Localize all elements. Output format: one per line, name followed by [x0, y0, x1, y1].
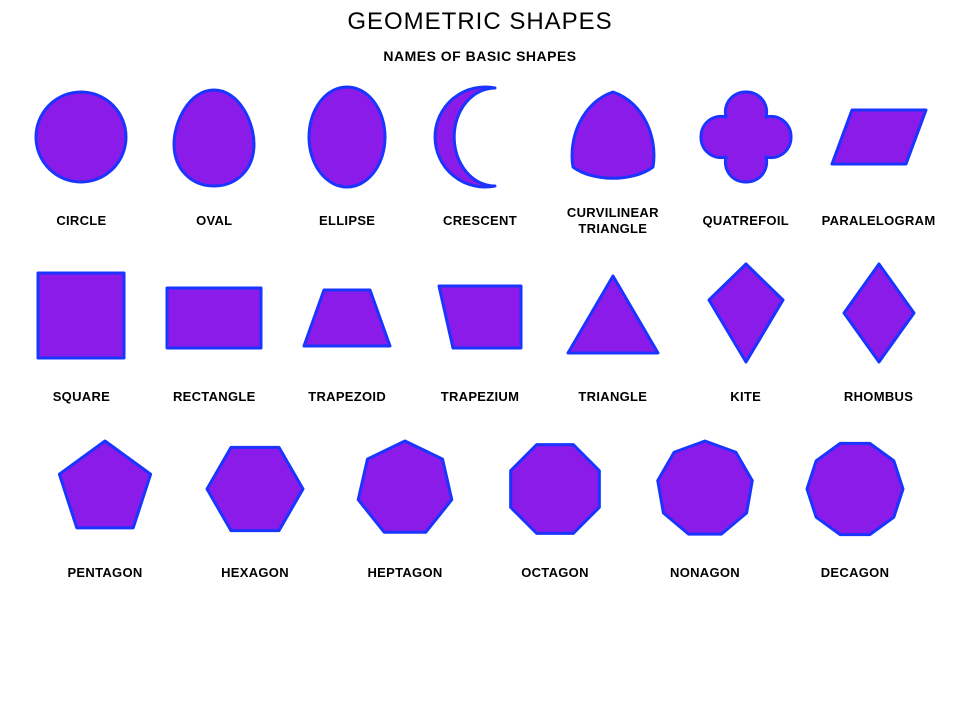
cell-pentagon: PENTAGON	[40, 424, 170, 592]
label-hexagon: HEXAGON	[221, 554, 289, 592]
shapes-infographic: GEOMETRIC SHAPES NAMES OF BASIC SHAPES C…	[0, 0, 960, 713]
label-circle: CIRCLE	[56, 202, 106, 240]
cell-curvilinear-triangle: CURVILINEAR TRIANGLE	[548, 72, 678, 240]
label-trapezium: TRAPEZIUM	[441, 378, 520, 416]
cell-hexagon: HEXAGON	[190, 424, 320, 592]
label-heptagon: HEPTAGON	[367, 554, 442, 592]
row-1: CIRCLE OVAL ELLIPSE CRESCENT CURVILINEAR…	[15, 72, 945, 240]
label-rhombus: RHOMBUS	[844, 378, 913, 416]
oval-icon	[149, 72, 279, 202]
label-quatrefoil: QUATREFOIL	[702, 202, 789, 240]
page-title: GEOMETRIC SHAPES	[347, 8, 612, 36]
label-trapezoid: TRAPEZOID	[308, 378, 386, 416]
cell-crescent: CRESCENT	[415, 72, 545, 240]
cell-heptagon: HEPTAGON	[340, 424, 470, 592]
cell-quatrefoil: QUATREFOIL	[681, 72, 811, 240]
label-octagon: OCTAGON	[521, 554, 589, 592]
label-crescent: CRESCENT	[443, 202, 517, 240]
label-kite: KITE	[730, 378, 761, 416]
ellipse-icon	[282, 72, 412, 202]
hexagon-icon	[190, 424, 320, 554]
cell-kite: KITE	[681, 248, 811, 416]
crescent-icon	[415, 72, 545, 202]
trapezium-icon	[415, 248, 545, 378]
trapezoid-icon	[282, 248, 412, 378]
cell-triangle: TRIANGLE	[548, 248, 678, 416]
row-3: PENTAGON HEXAGON HEPTAGON OCTAGON NONAGO…	[40, 424, 920, 592]
row-2: SQUARE RECTANGLE TRAPEZOID TRAPEZIUM TRI…	[15, 248, 945, 416]
heptagon-icon	[340, 424, 470, 554]
label-ellipse: ELLIPSE	[319, 202, 375, 240]
rhombus-icon	[814, 248, 944, 378]
label-parallelogram: PARALELOGRAM	[822, 202, 936, 240]
label-pentagon: PENTAGON	[67, 554, 142, 592]
decagon-icon	[790, 424, 920, 554]
curvilinear-triangle-icon	[548, 72, 678, 202]
circle-icon	[16, 72, 146, 202]
label-triangle: TRIANGLE	[578, 378, 647, 416]
rectangle-icon	[149, 248, 279, 378]
kite-icon	[681, 248, 811, 378]
cell-nonagon: NONAGON	[640, 424, 770, 592]
label-decagon: DECAGON	[821, 554, 890, 592]
square-icon	[16, 248, 146, 378]
cell-circle: CIRCLE	[16, 72, 146, 240]
label-square: SQUARE	[53, 378, 110, 416]
cell-oval: OVAL	[149, 72, 279, 240]
cell-square: SQUARE	[16, 248, 146, 416]
cell-rhombus: RHOMBUS	[814, 248, 944, 416]
cell-decagon: DECAGON	[790, 424, 920, 592]
quatrefoil-icon	[681, 72, 811, 202]
triangle-icon	[548, 248, 678, 378]
cell-rectangle: RECTANGLE	[149, 248, 279, 416]
cell-octagon: OCTAGON	[490, 424, 620, 592]
label-nonagon: NONAGON	[670, 554, 740, 592]
octagon-icon	[490, 424, 620, 554]
nonagon-icon	[640, 424, 770, 554]
parallelogram-icon	[814, 72, 944, 202]
label-curvilinear-triangle: CURVILINEAR TRIANGLE	[567, 202, 659, 240]
label-oval: OVAL	[196, 202, 232, 240]
cell-trapezium: TRAPEZIUM	[415, 248, 545, 416]
page-subtitle: NAMES OF BASIC SHAPES	[383, 48, 576, 64]
pentagon-icon	[40, 424, 170, 554]
cell-parallelogram: PARALELOGRAM	[814, 72, 944, 240]
label-rectangle: RECTANGLE	[173, 378, 256, 416]
cell-trapezoid: TRAPEZOID	[282, 248, 412, 416]
cell-ellipse: ELLIPSE	[282, 72, 412, 240]
